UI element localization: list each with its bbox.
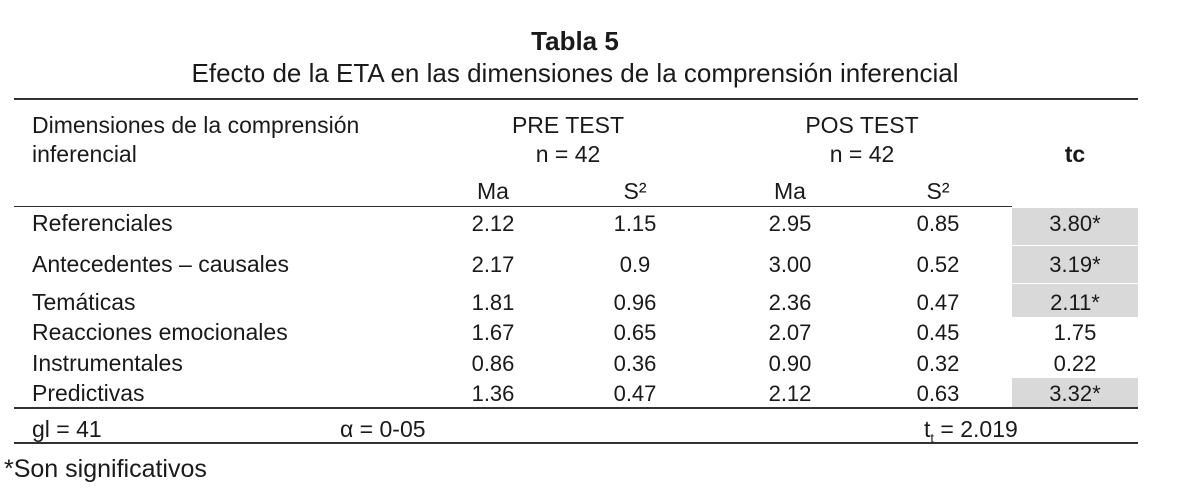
significance-highlight <box>1012 284 1138 317</box>
significance-highlight <box>1012 246 1138 283</box>
row-pos-ma: 0.90 <box>768 351 812 376</box>
row-pos-s2: 0.63 <box>916 381 960 406</box>
row-pos-s2: 0.52 <box>916 252 960 277</box>
header-tc: tc <box>1064 141 1086 167</box>
row-pre-ma: 1.81 <box>471 290 515 315</box>
header-pre-n: n = 42 <box>535 141 601 167</box>
footnote: *Son significativos <box>4 455 207 483</box>
row-tc: 3.32* <box>1049 381 1101 406</box>
header-dimension-line1: Dimensiones de la comprensión <box>32 112 360 138</box>
header-dimension-line2: inferencial <box>32 141 137 167</box>
row-pos-s2: 0.45 <box>916 320 960 345</box>
row-dimension: Reacciones emocionales <box>32 319 288 345</box>
row-pre-ma: 0.86 <box>471 351 515 376</box>
header-pre-test: PRE TEST <box>511 112 625 138</box>
footer-t-symbol: t <box>924 416 931 442</box>
row-tc: 1.75 <box>1053 320 1097 345</box>
significance-highlight <box>1012 208 1138 245</box>
header-rule <box>14 206 1012 207</box>
footer-t-value: = 2.019 <box>934 416 1018 442</box>
bottom-rule <box>14 442 1138 444</box>
footer-alpha: α = 0-05 <box>340 416 426 442</box>
top-rule <box>14 98 1138 100</box>
row-tc: 3.19* <box>1049 252 1101 277</box>
header-pos-n: n = 42 <box>829 141 895 167</box>
row-tc: 0.22 <box>1053 351 1097 376</box>
header-pre-ma: Ma <box>477 178 509 204</box>
row-pre-s2: 0.96 <box>613 290 657 315</box>
row-pre-s2: 0.47 <box>613 381 657 406</box>
footer-gl: gl = 41 <box>32 416 102 442</box>
row-pre-ma: 2.12 <box>471 211 515 236</box>
row-dimension: Temáticas <box>32 289 136 315</box>
row-pos-ma: 2.95 <box>768 211 812 236</box>
significance-highlight <box>1012 378 1138 407</box>
row-pre-ma: 1.67 <box>471 320 515 345</box>
row-tc: 3.80* <box>1049 211 1101 236</box>
row-pre-ma: 2.17 <box>471 252 515 277</box>
row-dimension: Referenciales <box>32 210 173 236</box>
row-pre-s2: 0.65 <box>613 320 657 345</box>
row-pos-s2: 0.47 <box>916 290 960 315</box>
row-pos-s2: 0.85 <box>916 211 960 236</box>
row-pre-s2: 1.15 <box>613 211 657 236</box>
footer-t-subscript: t <box>930 430 935 446</box>
body-bottom-rule <box>14 407 1138 409</box>
row-pos-ma: 2.12 <box>768 381 812 406</box>
row-pre-ma: 1.36 <box>471 381 515 406</box>
header-pos-ma: Ma <box>774 178 806 204</box>
row-pos-s2: 0.32 <box>916 351 960 376</box>
header-pos-test: POS TEST <box>805 112 919 138</box>
header-pre-s2: S² <box>623 178 647 204</box>
header-pos-s2: S² <box>926 178 950 204</box>
row-tc: 2.11* <box>1050 290 1100 315</box>
row-dimension: Instrumentales <box>32 350 183 376</box>
row-pos-ma: 2.07 <box>768 320 812 345</box>
row-pos-ma: 3.00 <box>768 252 812 277</box>
row-dimension: Antecedentes – causales <box>32 251 290 277</box>
footer-t-critical: tt = 2.019 <box>924 418 1018 445</box>
table-subtitle: Efecto de la ETA en las dimensiones de l… <box>191 58 959 88</box>
row-pre-s2: 0.9 <box>619 252 651 277</box>
row-pos-ma: 2.36 <box>768 290 812 315</box>
row-dimension: Predictivas <box>32 380 145 406</box>
row-pre-s2: 0.36 <box>613 351 657 376</box>
table-title: Tabla 5 <box>531 26 619 56</box>
